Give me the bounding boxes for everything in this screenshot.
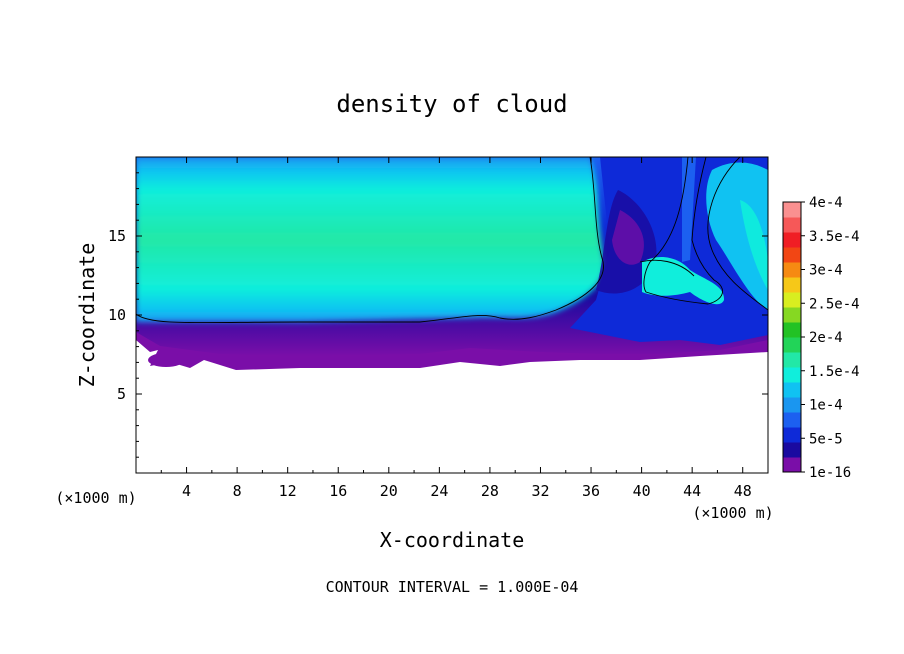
contour-interval-note: CONTOUR INTERVAL = 1.000E-04 bbox=[326, 578, 579, 596]
right-edge-core bbox=[740, 200, 768, 290]
colorbar-swatch bbox=[783, 412, 801, 428]
colorbar bbox=[782, 201, 802, 473]
x-axis-label: X-coordinate bbox=[380, 528, 525, 552]
colorbar-swatch bbox=[783, 232, 801, 248]
colorbar-swatch bbox=[783, 427, 801, 443]
colorbar-label: 1e-16 bbox=[809, 465, 851, 481]
colorbar-swatch bbox=[783, 292, 801, 308]
x-tick-label: 36 bbox=[582, 482, 600, 500]
colorbar-swatch bbox=[783, 262, 801, 278]
colorbar-label: 1.5e-4 bbox=[809, 364, 860, 380]
upper-cloud-layer bbox=[136, 157, 605, 322]
colorbar-label: 3e-4 bbox=[809, 263, 843, 279]
colorbar-swatch bbox=[783, 247, 801, 263]
colorbar-swatch bbox=[783, 352, 801, 368]
x-tick-label: 40 bbox=[633, 482, 651, 500]
colorbar-swatch bbox=[783, 307, 801, 323]
colorbar-label: 2e-4 bbox=[809, 330, 843, 346]
colorbar-swatch bbox=[783, 217, 801, 233]
colorbar-swatch bbox=[783, 442, 801, 458]
column-stripe bbox=[682, 157, 696, 262]
x-tick-label: 20 bbox=[380, 482, 398, 500]
colorbar-swatch bbox=[783, 277, 801, 293]
colorbar-labels: 4e-4 3.5e-4 3e-4 2.5e-4 2e-4 1.5e-4 1e-4 5e-5 1e… bbox=[801, 195, 860, 481]
contour-line-right bbox=[707, 157, 768, 311]
colorbar-label: 3.5e-4 bbox=[809, 229, 860, 245]
y-tick-label: 10 bbox=[108, 306, 126, 324]
colorbar-label: 5e-5 bbox=[809, 431, 843, 447]
x-unit-right: (×1000 m) bbox=[692, 504, 773, 522]
x-tick-label: 12 bbox=[279, 482, 297, 500]
contour-line-column bbox=[643, 157, 723, 305]
x-unit-left: (×1000 m) bbox=[55, 489, 136, 507]
x-tick-label: 24 bbox=[430, 482, 448, 500]
colorbar-swatch bbox=[783, 367, 801, 383]
chart-title: density of cloud bbox=[336, 90, 567, 118]
x-tick-label: 8 bbox=[233, 482, 242, 500]
colorbar-swatch bbox=[783, 337, 801, 353]
colorbar-swatch bbox=[783, 382, 801, 398]
y-axis-label: Z-coordinate bbox=[75, 243, 99, 388]
convective-core-purple-2 bbox=[612, 210, 644, 265]
contour-line-gap bbox=[639, 259, 695, 277]
colorbar-swatch bbox=[783, 322, 801, 338]
x-tick-label: 48 bbox=[734, 482, 752, 500]
contour-lines bbox=[136, 157, 768, 324]
colorbar-swatch bbox=[783, 202, 801, 218]
x-tick-label: 4 bbox=[182, 482, 191, 500]
x-tick-label: 16 bbox=[329, 482, 347, 500]
y-axis-ticks: 5 10 15 bbox=[108, 172, 768, 458]
x-tick-label: 44 bbox=[683, 482, 701, 500]
x-axis-ticks: 4 8 12 16 20 24 28 32 36 40 44 48 bbox=[160, 157, 752, 500]
cyan-gap bbox=[642, 256, 725, 305]
density-field bbox=[136, 157, 768, 370]
right-edge-cloud bbox=[706, 162, 768, 310]
colorbar-swatch bbox=[783, 457, 801, 473]
contour-line-main bbox=[136, 157, 604, 324]
colorbar-label: 4e-4 bbox=[809, 195, 843, 211]
x-tick-label: 32 bbox=[531, 482, 549, 500]
y-tick-label: 15 bbox=[108, 227, 126, 245]
x-tick-label: 28 bbox=[481, 482, 499, 500]
isolated-cloud-blob bbox=[148, 353, 184, 367]
y-tick-label: 5 bbox=[117, 385, 126, 403]
colorbar-swatch bbox=[783, 397, 801, 413]
colorbar-label: 1e-4 bbox=[809, 398, 843, 414]
colorbar-label: 2.5e-4 bbox=[809, 296, 860, 312]
